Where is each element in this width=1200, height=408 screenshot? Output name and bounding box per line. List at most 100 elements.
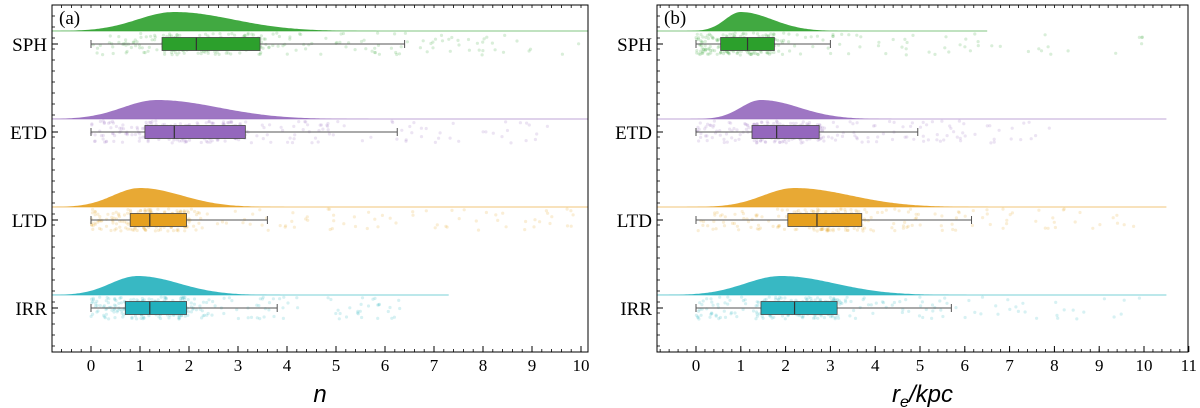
- rain-point: [101, 137, 105, 141]
- rain-point: [1009, 137, 1013, 141]
- rain-point: [788, 49, 792, 53]
- rain-point: [371, 297, 375, 301]
- rain-point: [822, 126, 827, 130]
- rain-point: [772, 315, 776, 319]
- rain-point: [903, 220, 907, 224]
- rain-point: [973, 32, 977, 36]
- rain-point: [200, 309, 204, 313]
- panel-b: 0 1 2 3 4 5 6 7 8 9 10 11 SPH ETD LTD IRR (b) re/kpc: [615, 4, 1197, 408]
- rain-point: [421, 39, 425, 43]
- rain-point: [863, 208, 867, 212]
- rain-point: [181, 296, 185, 300]
- rain-point: [845, 228, 850, 232]
- rain-point: [98, 43, 102, 48]
- rain-point: [921, 315, 925, 320]
- rain-point: [701, 51, 705, 55]
- rain-point: [216, 138, 220, 142]
- rain-point: [697, 52, 701, 56]
- rain-point: [353, 224, 358, 229]
- rain-point: [1054, 300, 1058, 304]
- rain-point: [706, 36, 711, 41]
- rain-point: [233, 209, 237, 213]
- rain-point: [696, 37, 701, 41]
- rain-point: [733, 311, 737, 315]
- rain-point: [380, 213, 384, 217]
- rain-point: [699, 313, 703, 317]
- rain-point: [330, 227, 334, 231]
- rain-point: [717, 317, 721, 321]
- rain-point: [921, 120, 925, 124]
- rain-point: [853, 316, 858, 320]
- rain-point: [179, 314, 183, 318]
- rain-point: [98, 215, 102, 219]
- rain-point: [694, 36, 698, 40]
- rain-point: [890, 226, 894, 230]
- rain-point: [1053, 225, 1057, 230]
- rain-point: [185, 209, 189, 213]
- rain-point: [780, 140, 785, 144]
- rain-point: [709, 297, 713, 301]
- rain-point: [305, 215, 309, 219]
- rain-point: [704, 47, 708, 52]
- panel-tag: (b): [664, 8, 686, 29]
- box-iqr: [751, 125, 820, 139]
- rain-point: [732, 126, 736, 131]
- rain-point: [935, 133, 939, 137]
- rain-point: [729, 312, 733, 316]
- rain-point: [735, 128, 739, 132]
- rain-point: [713, 211, 717, 215]
- rain-point: [147, 207, 151, 212]
- rain-point: [403, 31, 407, 35]
- rain-point: [947, 50, 951, 54]
- rain-point: [207, 120, 211, 124]
- rain-point: [288, 136, 292, 140]
- rain-point: [258, 208, 262, 212]
- rain-point: [93, 213, 97, 217]
- rain-point: [712, 119, 717, 123]
- rain-point: [777, 225, 781, 229]
- rain-point: [780, 314, 785, 318]
- rain-point: [836, 316, 841, 320]
- rain-point: [207, 119, 211, 123]
- rain-point: [376, 31, 380, 35]
- rain-point: [777, 214, 781, 218]
- rain-point: [778, 140, 782, 144]
- rain-point: [925, 123, 929, 127]
- rain-point: [226, 51, 230, 55]
- rain-point: [457, 139, 461, 143]
- rain-point: [708, 44, 712, 49]
- series-sph: [657, 12, 1144, 57]
- rain-point: [125, 49, 129, 54]
- rain-point: [881, 132, 886, 136]
- rain-point: [709, 33, 713, 37]
- rain-point: [718, 129, 722, 133]
- rain-point: [891, 37, 895, 42]
- rain-point: [177, 316, 181, 320]
- rain-point: [699, 131, 703, 136]
- rain-point: [95, 310, 99, 314]
- rain-point: [709, 312, 713, 316]
- rain-point: [701, 50, 705, 54]
- rain-point: [1001, 207, 1005, 211]
- series-irr: [657, 276, 1167, 321]
- rain-point: [893, 207, 897, 211]
- rain-point: [393, 32, 397, 36]
- rain-point: [732, 221, 737, 226]
- rain-point: [129, 210, 133, 214]
- rain-point: [352, 215, 356, 219]
- rain-point: [336, 308, 340, 312]
- rain-point: [456, 38, 460, 43]
- rain-point: [782, 139, 786, 143]
- rain-point: [373, 296, 377, 300]
- rain-point: [187, 138, 192, 142]
- rain-point: [175, 33, 179, 37]
- rain-point: [1091, 226, 1095, 230]
- rain-point: [708, 315, 712, 319]
- rain-point: [360, 139, 364, 143]
- rain-point: [741, 32, 745, 36]
- rain-point: [501, 211, 505, 215]
- rain-point: [756, 223, 761, 227]
- rain-point: [821, 227, 825, 231]
- rain-point: [727, 51, 731, 55]
- rain-point: [117, 215, 122, 219]
